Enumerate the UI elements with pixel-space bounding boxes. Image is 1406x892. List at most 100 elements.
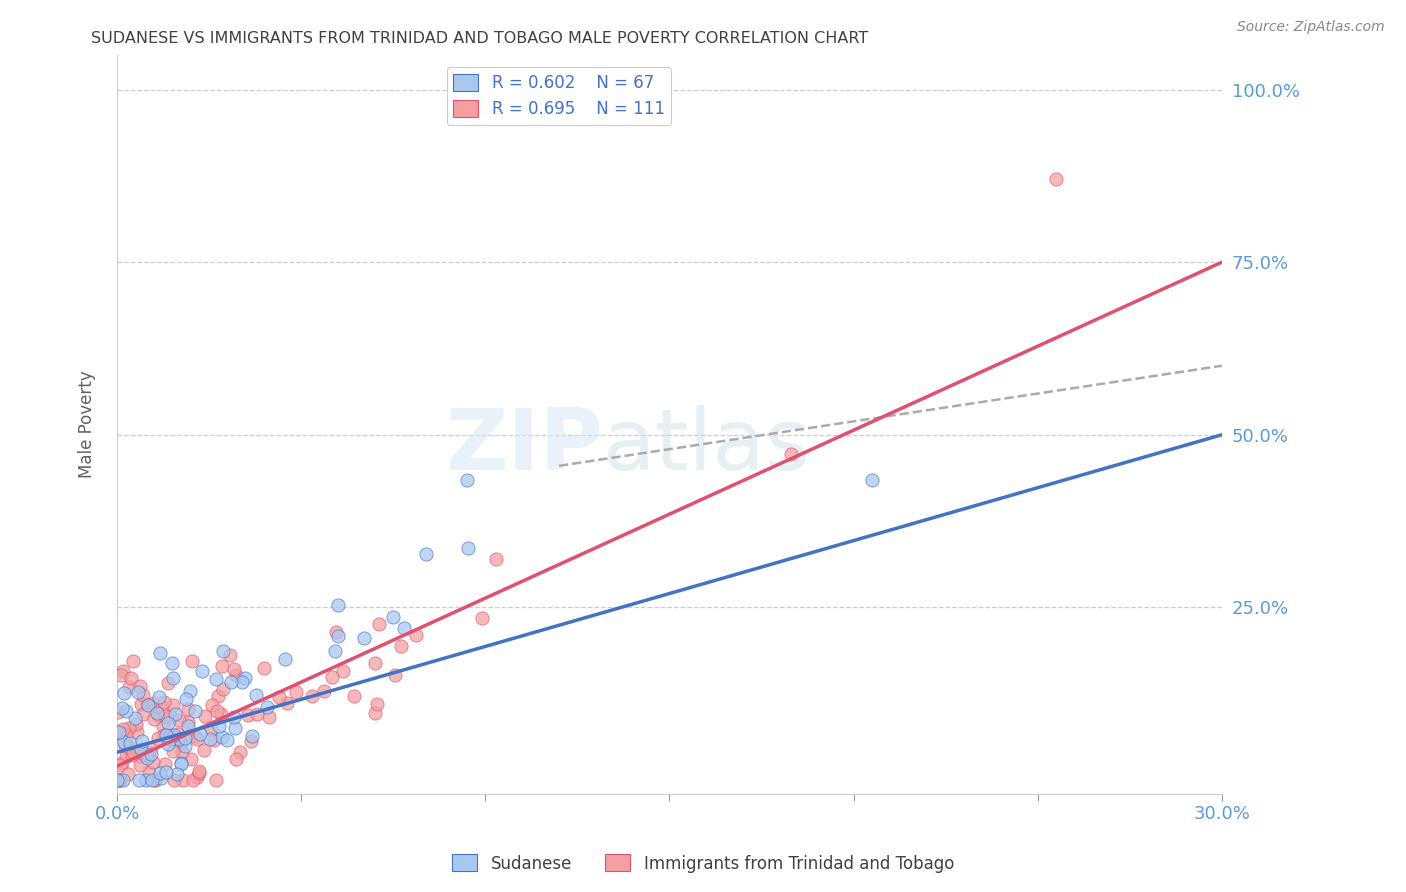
- Point: [190, 665, 212, 679]
- Point: [186, 770, 208, 784]
- Point: [485, 551, 508, 566]
- Point: [194, 708, 217, 723]
- Point: [177, 715, 200, 730]
- Point: [153, 756, 176, 771]
- Point: [127, 724, 149, 739]
- Point: [157, 675, 180, 690]
- Point: [107, 705, 129, 719]
- Point: [233, 671, 256, 685]
- Point: [150, 771, 173, 785]
- Point: [211, 730, 233, 744]
- Point: [202, 732, 225, 747]
- Point: [131, 733, 153, 747]
- Point: [314, 684, 336, 698]
- Point: [167, 732, 190, 747]
- Point: [389, 640, 412, 654]
- Point: [177, 719, 200, 733]
- Point: [415, 548, 437, 562]
- Point: [121, 654, 143, 668]
- Point: [181, 772, 204, 787]
- Legend: R = 0.602    N = 67, R = 0.695    N = 111: R = 0.602 N = 67, R = 0.695 N = 111: [447, 67, 671, 125]
- Point: [138, 698, 160, 713]
- Point: [152, 696, 174, 710]
- Point: [245, 688, 267, 702]
- Point: [198, 731, 221, 746]
- Point: [1045, 172, 1067, 186]
- Point: [167, 731, 190, 745]
- Point: [153, 728, 176, 742]
- Point: [236, 708, 259, 723]
- Point: [139, 741, 162, 756]
- Point: [162, 698, 184, 712]
- Point: [246, 707, 269, 722]
- Point: [165, 706, 187, 721]
- Text: SUDANESE VS IMMIGRANTS FROM TRINIDAD AND TOBAGO MALE POVERTY CORRELATION CHART: SUDANESE VS IMMIGRANTS FROM TRINIDAD AND…: [91, 31, 869, 46]
- Point: [155, 728, 177, 742]
- Point: [138, 764, 160, 779]
- Point: [332, 664, 354, 678]
- Point: [172, 772, 194, 787]
- Point: [174, 731, 197, 745]
- Point: [149, 765, 172, 780]
- Point: [131, 697, 153, 711]
- Point: [112, 686, 135, 700]
- Point: [363, 657, 385, 671]
- Point: [108, 772, 131, 787]
- Text: Source: ZipAtlas.com: Source: ZipAtlas.com: [1237, 20, 1385, 34]
- Point: [135, 772, 157, 787]
- Point: [187, 766, 209, 780]
- Point: [276, 697, 298, 711]
- Point: [779, 447, 801, 461]
- Point: [179, 684, 201, 698]
- Point: [326, 599, 349, 613]
- Point: [364, 706, 387, 720]
- Point: [215, 733, 238, 747]
- Point: [112, 772, 135, 787]
- Point: [138, 748, 160, 763]
- Point: [229, 745, 252, 759]
- Point: [169, 735, 191, 749]
- Point: [157, 737, 180, 751]
- Point: [127, 685, 149, 699]
- Point: [166, 727, 188, 741]
- Point: [110, 668, 132, 682]
- Point: [366, 697, 388, 711]
- Point: [392, 621, 415, 635]
- Point: [162, 671, 184, 685]
- Point: [120, 736, 142, 750]
- Point: [163, 728, 186, 742]
- Point: [120, 672, 142, 686]
- Point: [107, 772, 129, 787]
- Point: [208, 719, 231, 733]
- Point: [132, 688, 155, 702]
- Point: [135, 751, 157, 765]
- Point: [219, 675, 242, 690]
- Point: [384, 667, 406, 681]
- Point: [211, 659, 233, 673]
- Point: [105, 772, 128, 787]
- Point: [860, 473, 883, 487]
- Point: [155, 764, 177, 779]
- Point: [131, 706, 153, 721]
- Point: [114, 748, 136, 763]
- Point: [108, 772, 131, 787]
- Point: [187, 764, 209, 778]
- Point: [107, 726, 129, 740]
- Point: [142, 755, 165, 769]
- Point: [225, 752, 247, 766]
- Point: [222, 710, 245, 724]
- Point: [149, 646, 172, 660]
- Point: [160, 709, 183, 723]
- Point: [115, 704, 138, 718]
- Point: [193, 743, 215, 757]
- Point: [118, 721, 141, 735]
- Point: [111, 756, 134, 770]
- Point: [114, 728, 136, 742]
- Point: [222, 662, 245, 676]
- Point: [285, 685, 308, 699]
- Point: [135, 697, 157, 711]
- Point: [114, 739, 136, 754]
- Point: [162, 657, 184, 671]
- Point: [143, 772, 166, 787]
- Point: [166, 767, 188, 781]
